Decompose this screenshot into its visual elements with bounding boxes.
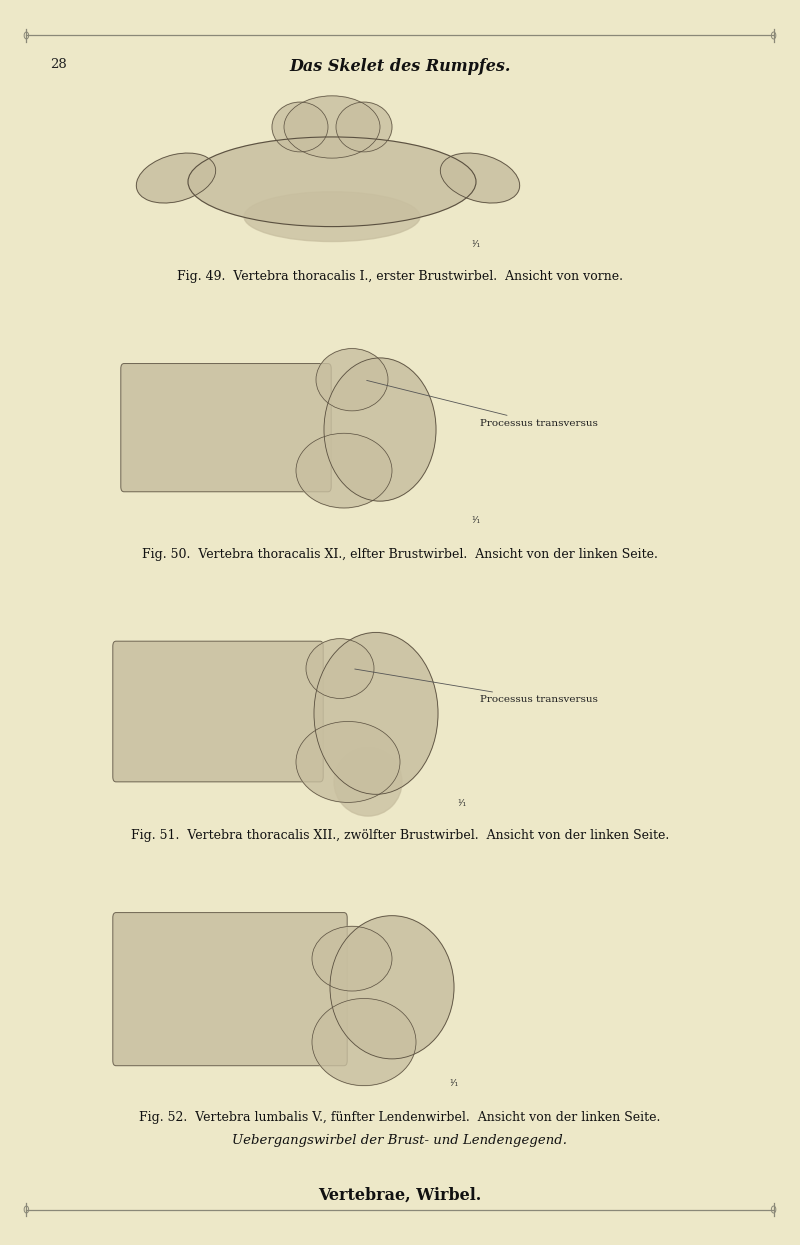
Text: Fig. 52.  Vertebra lumbalis V., fünfter Lendenwirbel.  Ansicht von der linken Se: Fig. 52. Vertebra lumbalis V., fünfter L… — [139, 1111, 661, 1123]
Ellipse shape — [244, 192, 420, 242]
Text: Fig. 50.  Vertebra thoracalis XI., elfter Brustwirbel.  Ansicht von der linken S: Fig. 50. Vertebra thoracalis XI., elfter… — [142, 548, 658, 560]
Ellipse shape — [296, 721, 400, 802]
Text: ¹⁄₁: ¹⁄₁ — [458, 798, 467, 808]
FancyBboxPatch shape — [113, 641, 323, 782]
Ellipse shape — [284, 96, 380, 158]
Ellipse shape — [314, 632, 438, 794]
FancyBboxPatch shape — [113, 913, 347, 1066]
Ellipse shape — [316, 349, 388, 411]
Ellipse shape — [440, 153, 520, 203]
Text: Uebergangswirbel der Brust- und Lendengegend.: Uebergangswirbel der Brust- und Lendenge… — [233, 1134, 567, 1147]
Ellipse shape — [330, 916, 454, 1058]
Ellipse shape — [312, 926, 392, 991]
Text: Processus transversus: Processus transversus — [366, 381, 598, 428]
Ellipse shape — [336, 102, 392, 152]
Text: Processus transversus: Processus transversus — [354, 669, 598, 705]
Text: ¹⁄₁: ¹⁄₁ — [450, 1078, 459, 1088]
Text: 28: 28 — [50, 57, 67, 71]
Ellipse shape — [324, 359, 436, 500]
Text: Fig. 51.  Vertebra thoracalis XII., zwölfter Brustwirbel.  Ansicht von der linke: Fig. 51. Vertebra thoracalis XII., zwölf… — [131, 829, 669, 842]
Ellipse shape — [312, 998, 416, 1086]
Ellipse shape — [306, 639, 374, 698]
Ellipse shape — [136, 153, 216, 203]
Ellipse shape — [188, 137, 476, 227]
Text: Das Skelet des Rumpfes.: Das Skelet des Rumpfes. — [290, 57, 510, 75]
FancyBboxPatch shape — [121, 364, 331, 492]
Text: ¹⁄₁: ¹⁄₁ — [471, 239, 481, 249]
Text: Vertebrae, Wirbel.: Vertebrae, Wirbel. — [318, 1186, 482, 1204]
Text: ¹⁄₁: ¹⁄₁ — [471, 515, 481, 525]
Text: Fig. 49.  Vertebra thoracalis I., erster Brustwirbel.  Ansicht von vorne.: Fig. 49. Vertebra thoracalis I., erster … — [177, 270, 623, 283]
Ellipse shape — [296, 433, 392, 508]
Ellipse shape — [334, 747, 402, 817]
Ellipse shape — [272, 102, 328, 152]
